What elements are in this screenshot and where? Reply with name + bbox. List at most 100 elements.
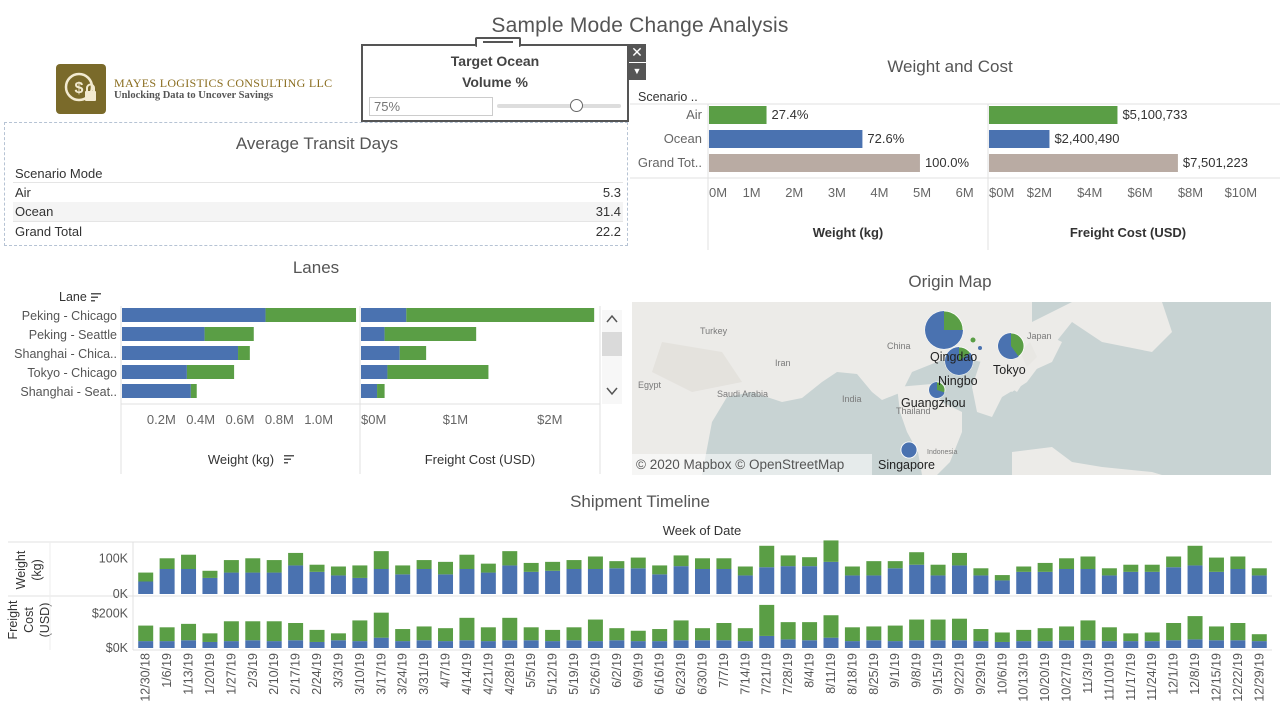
timeline-weight-tick: 100K — [99, 551, 129, 565]
timeline-cost-air-bar — [566, 627, 582, 641]
timeline-weight-ocean-bar — [673, 566, 689, 594]
timeline-cost-ocean-bar — [609, 640, 625, 648]
city-label: Singapore — [878, 458, 935, 472]
timeline-week-label: 12/8/19 — [1188, 653, 1202, 695]
timeline-week-label: 10/20/19 — [1038, 653, 1052, 702]
sort-icon[interactable] — [91, 293, 101, 302]
map-attribution: © 2020 Mapbox © OpenStreetMap — [636, 457, 844, 472]
timeline-weight-air-bar — [652, 565, 668, 575]
row-mode: Ocean — [15, 204, 54, 219]
timeline-cost-ocean-bar — [330, 640, 346, 648]
timeline-week-label: 2/3/19 — [246, 653, 260, 688]
timeline-week-label: 5/19/19 — [567, 653, 581, 695]
scroll-up-icon[interactable] — [606, 314, 618, 323]
weight-bar — [709, 106, 767, 124]
scroll-thumb[interactable] — [602, 332, 622, 356]
timeline-weight-air-bar — [1037, 562, 1053, 572]
sort-icon[interactable] — [284, 455, 294, 464]
timeline-cost-ocean-bar — [1123, 641, 1139, 648]
lanes-weight-ocean-bar — [122, 384, 191, 398]
timeline-cost-ocean-bar — [973, 641, 989, 648]
lanes-cost-tick-label: $0M — [361, 412, 386, 427]
timeline-week-label: 6/9/19 — [631, 653, 645, 688]
parameter-title-line2: Volume % — [462, 74, 528, 90]
timeline-cost-ocean-bar — [438, 641, 454, 648]
timeline-cost-air-bar — [737, 628, 753, 642]
timeline-cost-air-bar — [1123, 633, 1139, 642]
timeline-weight-air-bar — [759, 545, 775, 568]
timeline-cost-air-bar — [480, 627, 496, 642]
drag-handle[interactable] — [475, 37, 521, 47]
table-row[interactable]: Grand Total 22.2 — [13, 221, 623, 240]
timeline-cost-ocean-bar — [159, 641, 175, 648]
timeline-weight-air-bar — [737, 566, 753, 576]
timeline-weight-ocean-bar — [780, 566, 796, 594]
shipment-timeline-chart: Weight (kg) Freight Cost (USD) 100K 0K $20… — [6, 540, 1272, 702]
cost-bar-label: $7,501,223 — [1183, 155, 1248, 170]
lanes-weight-axis-title: Weight (kg) — [208, 452, 274, 467]
timeline-cost-air-bar — [1037, 628, 1053, 642]
timeline-week-label: 7/7/19 — [717, 653, 731, 688]
country-label: India — [842, 394, 862, 404]
timeline-weight-air-bar — [245, 558, 261, 573]
chevron-down-icon[interactable]: ▼ — [628, 63, 646, 80]
timeline-weight-ocean-bar — [630, 568, 646, 594]
country-label: Egypt — [638, 380, 662, 390]
timeline-weight-ocean-bar — [459, 569, 475, 594]
timeline-cost-ocean-bar — [502, 640, 518, 648]
city-pie-ocean — [998, 333, 1019, 359]
timeline-cost-axis-mid: Cost — [22, 607, 36, 633]
lanes-cost-air-bar — [406, 308, 595, 322]
parameter-slider-track[interactable] — [497, 104, 621, 108]
timeline-cost-ocean-bar — [1144, 641, 1160, 648]
timeline-weight-air-bar — [930, 564, 946, 576]
lanes-cost-ocean-bar — [361, 365, 388, 379]
timeline-cost-ocean-bar — [459, 640, 475, 648]
timeline-weight-ocean-bar — [737, 575, 753, 594]
timeline-weight-ocean-bar — [566, 569, 582, 594]
parameter-value-input[interactable]: 75% — [369, 97, 493, 116]
timeline-cost-ocean-bar — [202, 641, 218, 648]
table-row[interactable]: Ocean 31.4 — [13, 202, 623, 221]
dollar-lock-icon: $ — [56, 64, 106, 114]
timeline-weight-ocean-bar — [1016, 571, 1032, 594]
timeline-weight-air-bar — [159, 558, 175, 569]
lanes-weight-ocean-bar — [122, 308, 266, 322]
category-label: Grand Tot.. — [638, 155, 702, 170]
timeline-cost-ocean-bar — [566, 640, 582, 648]
scroll-down-icon[interactable] — [606, 387, 618, 396]
timeline-weight-ocean-bar — [1166, 567, 1182, 594]
timeline-weight-ocean-bar — [930, 575, 946, 594]
lanes-cost-air-bar — [387, 365, 489, 379]
timeline-weight-air-bar — [1080, 556, 1096, 569]
origin-map[interactable]: Turkey Iran China Japan Egypt Saudi Arab… — [632, 302, 1271, 475]
timeline-cost-ocean-bar — [887, 641, 903, 648]
timeline-weight-ocean-bar — [609, 568, 625, 594]
close-icon[interactable]: ✕ — [628, 44, 646, 62]
parameter-slider-thumb[interactable] — [570, 99, 583, 112]
timeline-cost-ocean-bar — [1187, 639, 1203, 648]
timeline-weight-air-bar — [352, 565, 368, 578]
timeline-week-label: 1/13/19 — [182, 653, 196, 695]
weight-tick-label: 3M — [828, 185, 846, 200]
timeline-cost-air-bar — [780, 622, 796, 640]
weight-tick-label: 1M — [743, 185, 761, 200]
timeline-week-label: 12/30/18 — [139, 653, 153, 702]
timeline-weight-tick: 0K — [113, 587, 129, 601]
timeline-cost-air-bar — [352, 620, 368, 642]
timeline-weight-air-bar — [373, 551, 389, 569]
timeline-week-label: 3/3/19 — [331, 653, 345, 688]
lanes-scrollbar[interactable] — [602, 310, 622, 404]
timeline-cost-ocean-bar — [759, 635, 775, 648]
timeline-weight-ocean-bar — [844, 575, 860, 594]
weight-bar — [709, 154, 920, 172]
timeline-weight-ocean-bar — [887, 568, 903, 594]
timeline-week-label: 4/21/19 — [481, 653, 495, 695]
table-row[interactable]: Air 5.3 — [13, 183, 623, 202]
timeline-week-label: 3/10/19 — [353, 653, 367, 695]
row-days: 5.3 — [602, 185, 621, 200]
timeline-weight-ocean-bar — [438, 574, 454, 594]
lane-label: Tokyo - Chicago — [27, 366, 117, 380]
timeline-weight-air-bar — [202, 570, 218, 578]
timeline-weight-air-bar — [1101, 568, 1117, 576]
